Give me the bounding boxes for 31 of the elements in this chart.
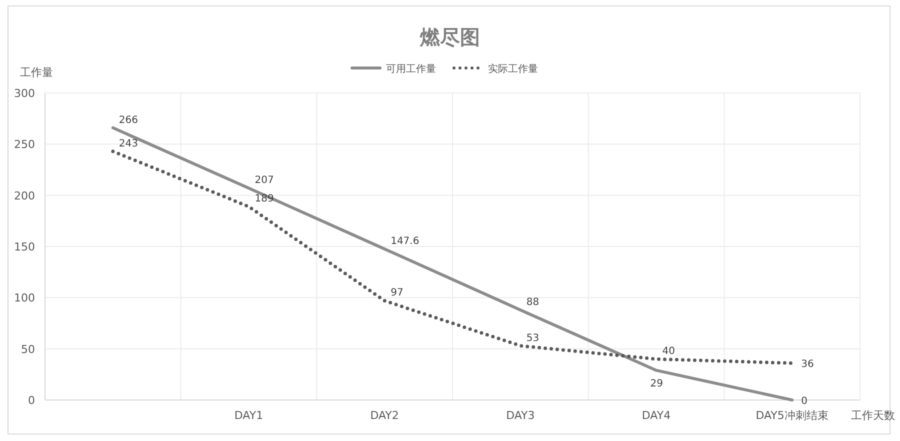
data-label: 0: [801, 396, 808, 407]
y-tick-label: 250: [14, 138, 35, 152]
y-tick-label: 150: [14, 240, 35, 254]
data-label: 147.6: [390, 236, 420, 247]
data-label: 266: [118, 114, 138, 126]
x-tick-label: DAY3: [506, 409, 535, 422]
data-label: 88: [526, 296, 540, 308]
line-series: [111, 126, 794, 402]
x-tick-label: DAY2: [370, 409, 399, 422]
y-tick-label: 300: [14, 87, 35, 100]
x-tick-label: DAY1: [234, 409, 264, 422]
y-tick-label: 100: [14, 292, 35, 305]
data-label: 189: [254, 194, 274, 205]
legend-label: 可用工作量: [386, 64, 436, 75]
data-label: 243: [118, 138, 138, 150]
y-axis-title: 工作量: [20, 66, 53, 79]
x-tick-label: DAY4: [642, 409, 671, 422]
data-label: 40: [662, 346, 675, 358]
line-series: [111, 150, 794, 365]
legend-label: 实际工作量: [488, 63, 538, 75]
y-tick-label: 50: [21, 342, 35, 356]
x-tick-label: DAY5冲刺结束: [756, 409, 828, 422]
data-label: 97: [390, 288, 404, 299]
x-axis-title: 工作天数: [851, 409, 895, 422]
chart-title: 燃尽图: [419, 25, 480, 49]
data-label: 29: [650, 378, 663, 390]
data-label: 36: [801, 359, 814, 370]
data-label: 207: [254, 175, 274, 186]
data-label: 53: [526, 332, 540, 344]
y-tick-label: 200: [14, 189, 35, 202]
y-tick-label: 0: [28, 394, 35, 407]
